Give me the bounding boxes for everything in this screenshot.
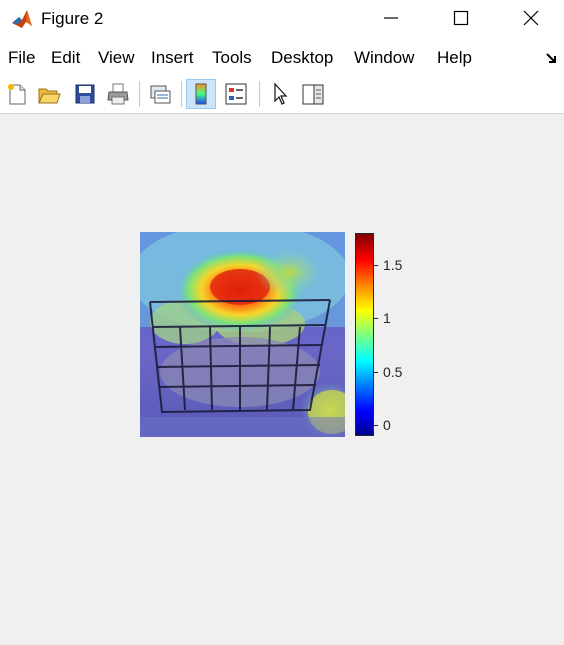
heatmap-image — [140, 232, 345, 437]
window-title: Figure 2 — [41, 9, 104, 28]
minimize-icon — [384, 17, 398, 19]
colorbar[interactable] — [355, 233, 374, 436]
menu-bar: File Edit View Insert Tools Desktop Wind… — [0, 38, 564, 76]
dock-arrow-icon[interactable] — [546, 52, 558, 64]
menu-edit[interactable]: Edit — [51, 48, 81, 67]
insert-colorbar-icon — [195, 83, 207, 105]
colorbar-tick-label: 0 — [383, 417, 391, 433]
title-bar: Figure 2 — [0, 0, 564, 38]
toolbar-separator — [259, 81, 260, 107]
edit-plot-icon — [274, 82, 288, 105]
new-figure-button[interactable] — [2, 79, 32, 109]
matlab-logo-icon — [10, 7, 34, 31]
menu-help[interactable]: Help — [437, 48, 472, 67]
menu-view[interactable]: View — [98, 48, 135, 67]
edit-plot-button[interactable] — [265, 79, 295, 109]
new-figure-icon — [8, 84, 26, 105]
figure-canvas[interactable]: 0 0.5 1 1.5 — [0, 114, 564, 645]
insert-legend-icon — [225, 83, 247, 105]
colorbar-tick — [374, 425, 378, 426]
open-file-icon — [38, 88, 61, 104]
toolbar-separator — [139, 81, 140, 107]
property-inspector-button[interactable] — [298, 79, 328, 109]
close-icon — [523, 10, 539, 26]
minimize-button[interactable] — [356, 0, 426, 36]
print-icon — [107, 83, 129, 105]
menu-insert[interactable]: Insert — [151, 48, 194, 67]
maximize-button[interactable] — [426, 0, 496, 36]
toolbar-separator — [181, 81, 182, 107]
link-plot-icon — [150, 85, 171, 104]
menu-desktop[interactable]: Desktop — [271, 48, 334, 67]
save-icon — [75, 84, 95, 104]
maximize-icon — [453, 10, 469, 26]
insert-colorbar-button[interactable] — [186, 79, 216, 109]
colorbar-tick — [374, 318, 378, 319]
colorbar-tick — [374, 372, 378, 373]
colorbar-tick-label: 1 — [383, 310, 391, 326]
close-button[interactable] — [496, 0, 564, 36]
menu-file[interactable]: File — [8, 48, 36, 67]
link-plot-button[interactable] — [145, 79, 175, 109]
save-button[interactable] — [70, 79, 100, 109]
menu-window[interactable]: Window — [354, 48, 415, 67]
figure-toolbar — [0, 76, 564, 114]
property-inspector-icon — [302, 84, 324, 105]
insert-legend-button[interactable] — [221, 79, 251, 109]
print-button[interactable] — [103, 79, 133, 109]
colorbar-tick-label: 0.5 — [383, 364, 403, 380]
colorbar-tick — [374, 265, 378, 266]
open-file-button[interactable] — [34, 79, 64, 109]
menu-tools[interactable]: Tools — [212, 48, 252, 67]
colorbar-tick-label: 1.5 — [383, 257, 403, 273]
